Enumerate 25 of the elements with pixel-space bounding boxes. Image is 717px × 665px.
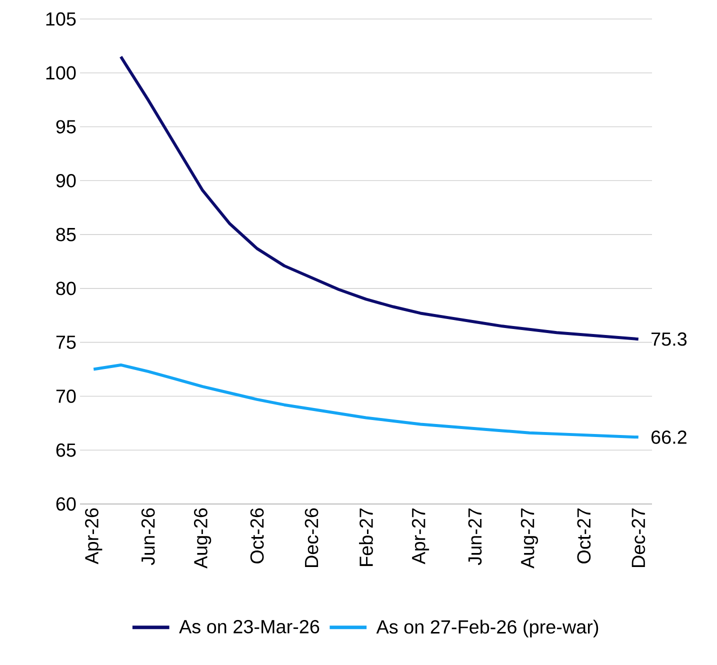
x-tick-label: Apr-27 [412,508,430,564]
x-tick-label: Feb-27 [359,508,373,566]
x-tick-label: Oct-26 [250,508,264,564]
legend-label: As on 27-Feb-26 (pre-war) [376,620,598,638]
x-tick-label: Dec-26 [304,508,318,567]
y-tick-label: 75 [56,336,76,349]
y-tick-label: 90 [56,174,76,188]
y-tick-label: 100 [46,66,76,80]
legend-label: As on 23-Mar-26 [179,620,320,634]
y-tick-label: 95 [56,120,76,134]
x-tick-label: Jun-26 [141,508,155,566]
y-tick-label: 65 [56,443,76,457]
x-tick-label: Oct-27 [577,508,591,564]
data-label: 75.3 [652,332,687,346]
x-tick-label: Aug-26 [194,508,212,569]
x-tick-label: Dec-27 [632,508,646,567]
y-tick-label: 80 [56,282,76,296]
y-tick-label: 85 [56,228,76,242]
x-tick-label: Apr-26 [85,508,102,564]
x-tick-label: Aug-27 [520,508,538,569]
x-tick-label: Jun-27 [468,508,482,566]
y-tick-label: 70 [56,390,76,403]
y-tick-label: 60 [56,497,76,511]
y-tick-label: 105 [46,12,76,26]
data-label: 66.2 [651,430,686,444]
